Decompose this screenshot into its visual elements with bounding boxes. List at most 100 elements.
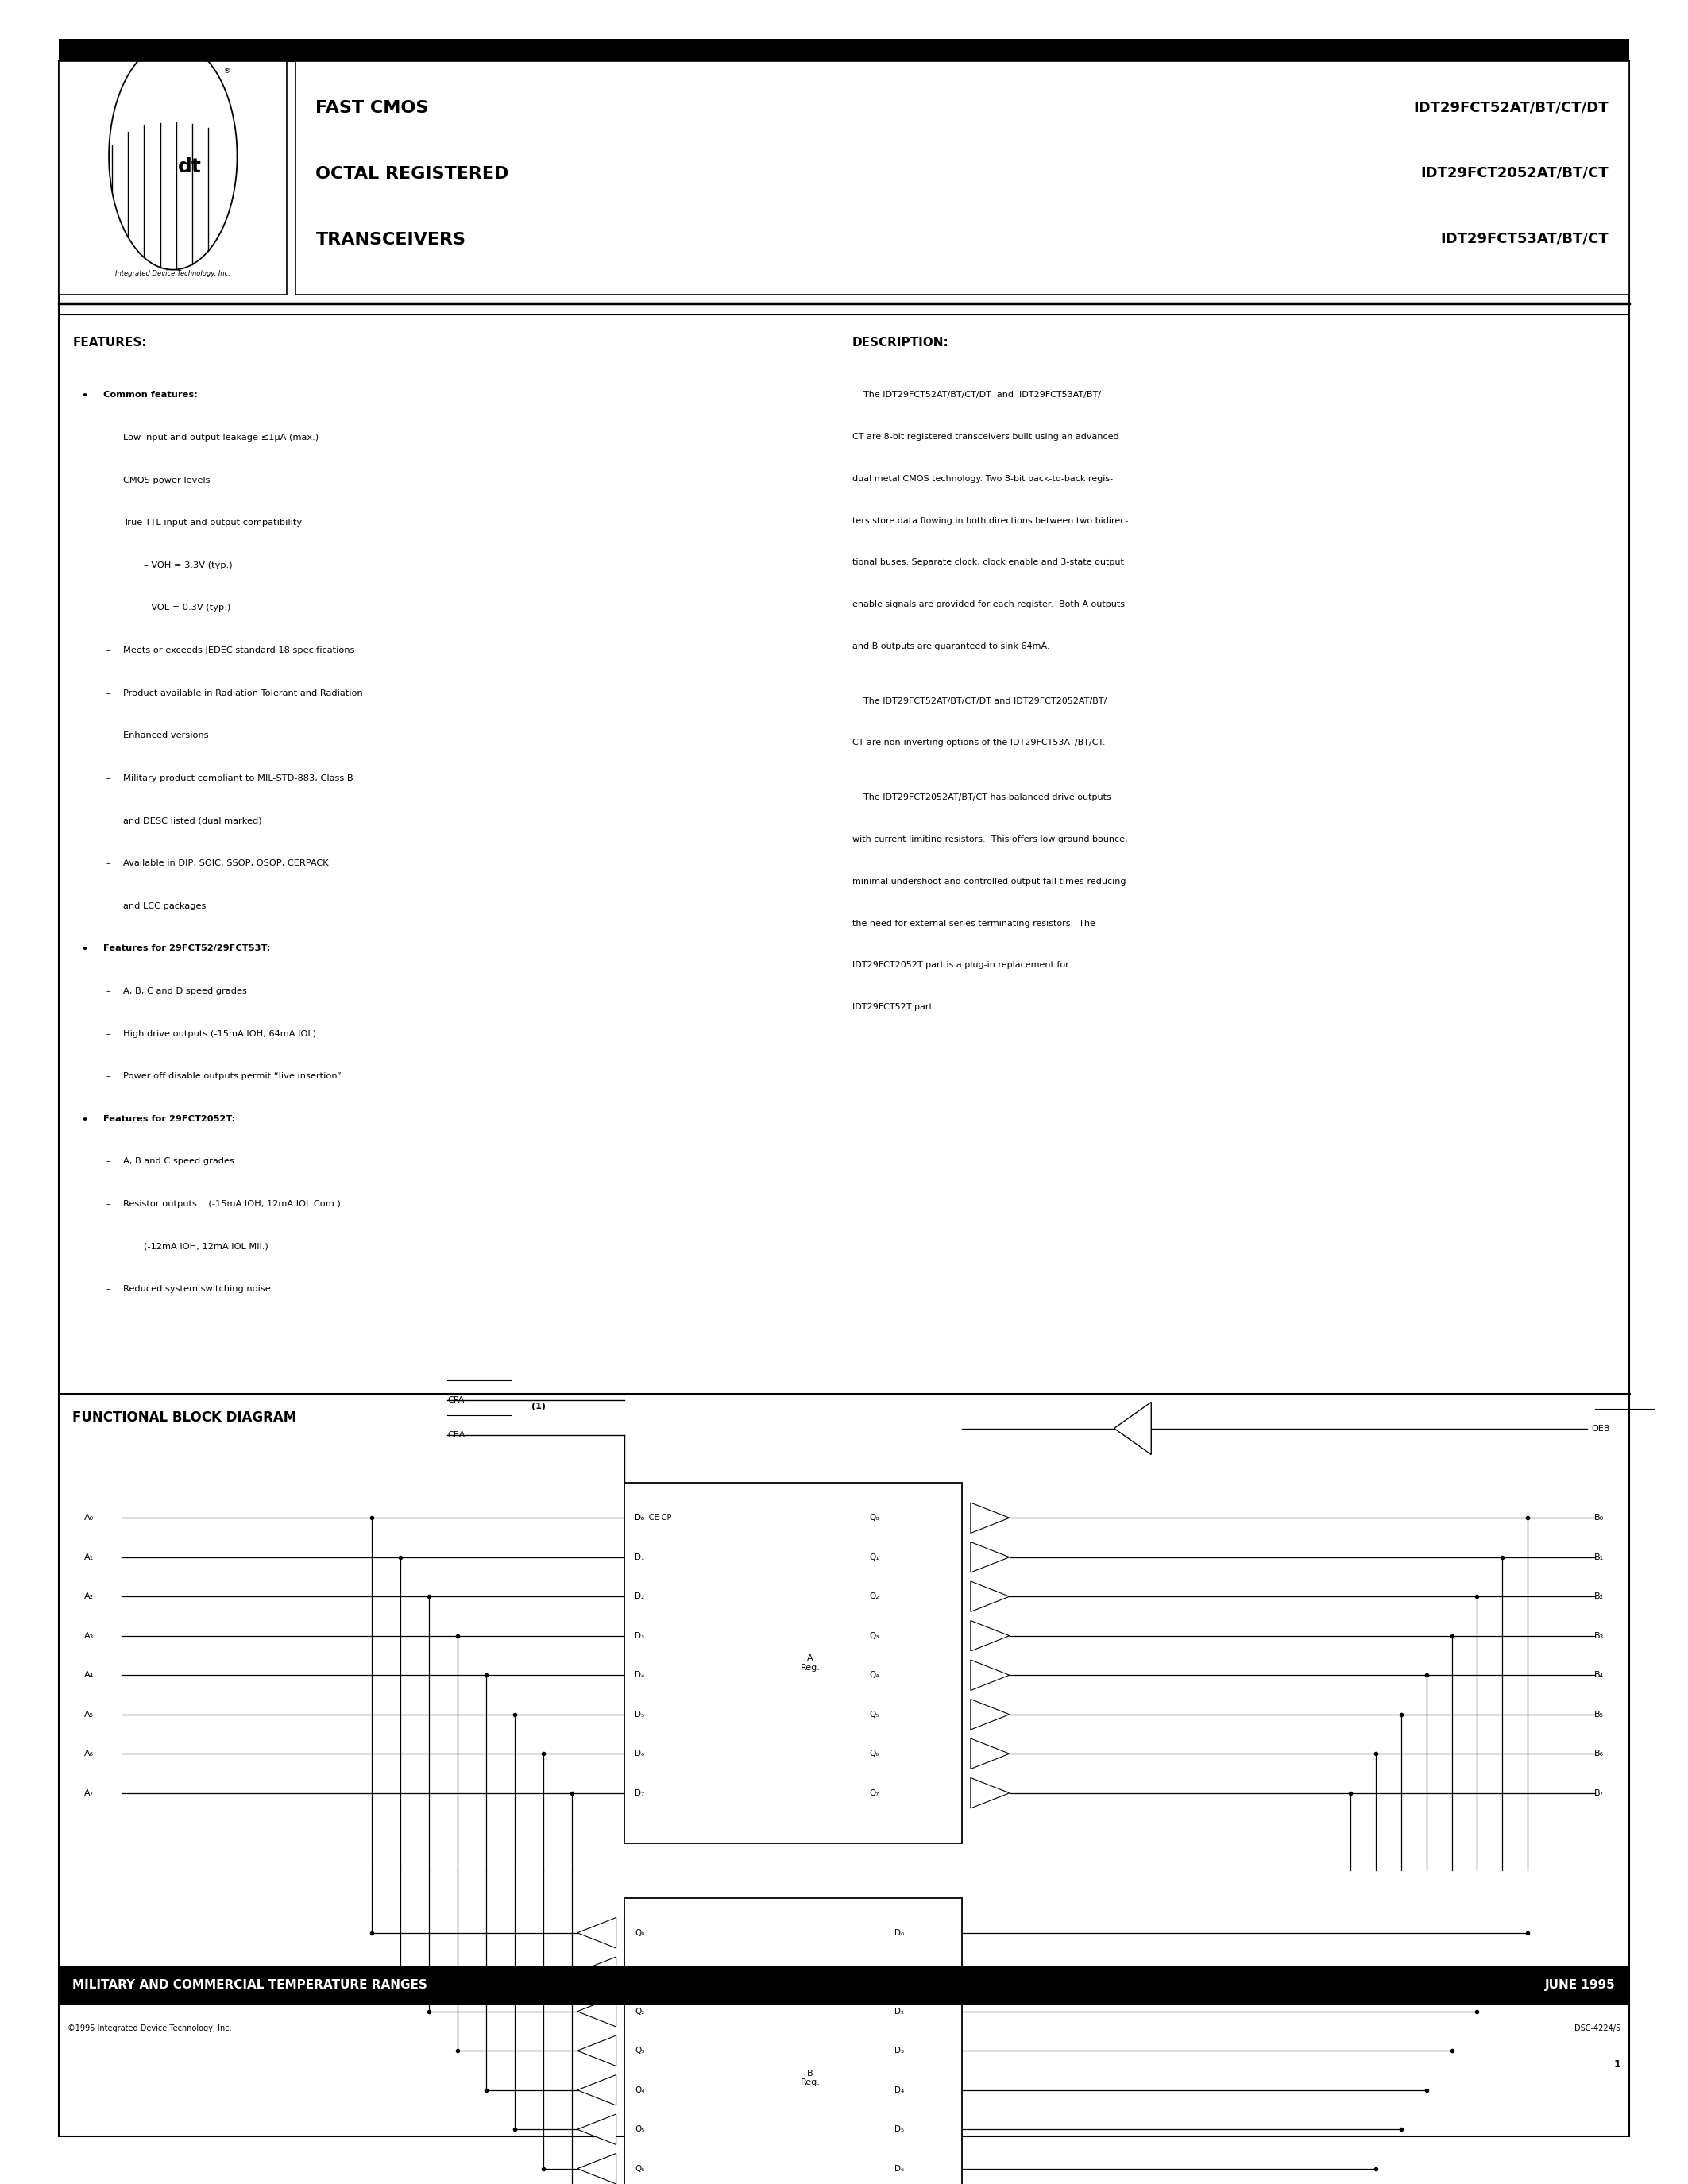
Text: –: – — [106, 987, 111, 996]
Text: D₃: D₃ — [635, 1631, 645, 1640]
Text: The IDT29FCT52AT/BT/CT/DT  and  IDT29FCT53AT/BT/: The IDT29FCT52AT/BT/CT/DT and IDT29FCT53… — [852, 391, 1101, 400]
Text: Low input and output leakage ≤1μA (max.): Low input and output leakage ≤1μA (max.) — [123, 432, 319, 441]
Text: D₅: D₅ — [635, 1710, 645, 1719]
Text: B₀: B₀ — [1593, 1514, 1604, 1522]
Text: D₆: D₆ — [895, 2164, 905, 2173]
Polygon shape — [577, 1957, 616, 1987]
Text: –: – — [106, 520, 111, 526]
Text: Product available in Radiation Tolerant and Radiation: Product available in Radiation Tolerant … — [123, 688, 363, 697]
Text: A₄: A₄ — [84, 1671, 95, 1679]
Text: JUNE 1995: JUNE 1995 — [1545, 1979, 1615, 1992]
Text: enable signals are provided for each register.  Both A outputs: enable signals are provided for each reg… — [852, 601, 1124, 609]
Text: Q₁: Q₁ — [635, 1968, 645, 1977]
Polygon shape — [577, 2035, 616, 2066]
Text: Q₅: Q₅ — [869, 1710, 879, 1719]
Text: A₆: A₆ — [84, 1749, 95, 1758]
Text: D₀  CE CP: D₀ CE CP — [635, 1514, 672, 1522]
Text: Reduced system switching noise: Reduced system switching noise — [123, 1284, 270, 1293]
Text: –: – — [106, 432, 111, 441]
Text: – VOH = 3.3V (typ.): – VOH = 3.3V (typ.) — [143, 561, 233, 570]
Text: FAST CMOS: FAST CMOS — [316, 100, 429, 116]
Text: IDT29FCT2052T part is a plug-in replacement for: IDT29FCT2052T part is a plug-in replacem… — [852, 961, 1069, 970]
Text: tional buses. Separate clock, clock enable and 3-state output: tional buses. Separate clock, clock enab… — [852, 559, 1124, 566]
Polygon shape — [577, 2114, 616, 2145]
Text: –: – — [106, 476, 111, 485]
Text: Q₄: Q₄ — [635, 2086, 645, 2094]
Text: Available in DIP, SOIC, SSOP, QSOP, CERPACK: Available in DIP, SOIC, SSOP, QSOP, CERP… — [123, 858, 329, 867]
Text: Features for 29FCT52/29FCT53T:: Features for 29FCT52/29FCT53T: — [103, 943, 270, 952]
Text: (1): (1) — [532, 1402, 545, 1411]
Text: Q₆: Q₆ — [869, 1749, 879, 1758]
Text: Q₆: Q₆ — [635, 2164, 645, 2173]
Text: D₂: D₂ — [635, 1592, 645, 1601]
Text: –: – — [106, 773, 111, 782]
Text: A₅: A₅ — [84, 1710, 95, 1719]
Text: OCTAL REGISTERED: OCTAL REGISTERED — [316, 166, 510, 181]
Text: High drive outputs (-15mA IOH, 64mA IOL): High drive outputs (-15mA IOH, 64mA IOL) — [123, 1029, 316, 1037]
Text: and B outputs are guaranteed to sink 64mA.: and B outputs are guaranteed to sink 64m… — [852, 642, 1050, 651]
Text: Enhanced versions: Enhanced versions — [123, 732, 209, 740]
Text: D₂: D₂ — [895, 2007, 905, 2016]
Text: –: – — [106, 858, 111, 867]
Text: D₄: D₄ — [635, 1671, 645, 1679]
Bar — [625, 1483, 962, 1843]
Text: A₂: A₂ — [84, 1592, 95, 1601]
Text: Military product compliant to MIL-STD-883, Class B: Military product compliant to MIL-STD-88… — [123, 773, 353, 782]
Text: Features for 29FCT2052T:: Features for 29FCT2052T: — [103, 1114, 235, 1123]
Bar — [59, 1966, 1629, 2005]
Text: –: – — [106, 688, 111, 697]
Text: and LCC packages: and LCC packages — [123, 902, 206, 911]
Text: dual metal CMOS technology. Two 8-bit back-to-back regis-: dual metal CMOS technology. Two 8-bit ba… — [852, 474, 1112, 483]
Bar — [59, 39, 1629, 61]
Text: Q₀: Q₀ — [869, 1514, 879, 1522]
Text: dt: dt — [177, 157, 203, 177]
Polygon shape — [971, 1660, 1009, 1690]
Text: CEA: CEA — [447, 1431, 466, 1439]
Polygon shape — [1114, 1402, 1151, 1455]
Text: Q₄: Q₄ — [869, 1671, 879, 1679]
Text: Q₁: Q₁ — [869, 1553, 879, 1562]
Text: Q₀: Q₀ — [635, 1928, 645, 1937]
Text: •: • — [81, 391, 88, 402]
Polygon shape — [577, 1918, 616, 1948]
Text: D₇: D₇ — [635, 1789, 645, 1797]
Text: Q₃: Q₃ — [635, 2046, 645, 2055]
Text: ®: ® — [225, 68, 231, 74]
Text: D₆: D₆ — [635, 1749, 645, 1758]
Text: B₂: B₂ — [1593, 1592, 1604, 1601]
Bar — [625, 1898, 962, 2184]
Bar — [295, 61, 1629, 295]
Text: Q₂: Q₂ — [869, 1592, 879, 1601]
Text: D₁: D₁ — [895, 1968, 905, 1977]
Text: –: – — [106, 1158, 111, 1166]
Bar — [59, 61, 287, 295]
Text: Power off disable outputs permit “live insertion”: Power off disable outputs permit “live i… — [123, 1072, 341, 1081]
Text: A₇: A₇ — [84, 1789, 95, 1797]
Text: Resistor outputs    (-15mA IOH, 12mA IOL Com.): Resistor outputs (-15mA IOH, 12mA IOL Co… — [123, 1199, 341, 1208]
Text: FUNCTIONAL BLOCK DIAGRAM: FUNCTIONAL BLOCK DIAGRAM — [73, 1411, 297, 1426]
Text: True TTL input and output compatibility: True TTL input and output compatibility — [123, 520, 302, 526]
Text: D₃: D₃ — [895, 2046, 905, 2055]
Polygon shape — [971, 1542, 1009, 1572]
Text: B₇: B₇ — [1593, 1789, 1604, 1797]
Text: FEATURES:: FEATURES: — [73, 336, 147, 347]
Text: –: – — [106, 1072, 111, 1081]
Text: The IDT29FCT2052AT/BT/CT has balanced drive outputs: The IDT29FCT2052AT/BT/CT has balanced dr… — [852, 793, 1111, 802]
Text: D₄: D₄ — [895, 2086, 905, 2094]
Text: ters store data flowing in both directions between two bidirec-: ters store data flowing in both directio… — [852, 518, 1128, 524]
Text: IDT29FCT2052AT/BT/CT: IDT29FCT2052AT/BT/CT — [1421, 166, 1609, 181]
Text: CT are non-inverting options of the IDT29FCT53AT/BT/CT.: CT are non-inverting options of the IDT2… — [852, 738, 1106, 747]
Text: B
Reg.: B Reg. — [800, 2070, 820, 2086]
Text: A
Reg.: A Reg. — [800, 1655, 820, 1671]
Text: minimal undershoot and controlled output fall times-reducing: minimal undershoot and controlled output… — [852, 878, 1126, 885]
Text: •: • — [81, 1114, 88, 1125]
Text: B₁: B₁ — [1593, 1553, 1604, 1562]
Text: IDT29FCT53AT/BT/CT: IDT29FCT53AT/BT/CT — [1440, 232, 1609, 247]
Text: –: – — [106, 646, 111, 655]
Text: D₀: D₀ — [635, 1514, 645, 1522]
Polygon shape — [971, 1778, 1009, 1808]
Text: A₁: A₁ — [84, 1553, 95, 1562]
Text: –: – — [106, 1199, 111, 1208]
Text: B₆: B₆ — [1593, 1749, 1604, 1758]
Text: –: – — [106, 1029, 111, 1037]
